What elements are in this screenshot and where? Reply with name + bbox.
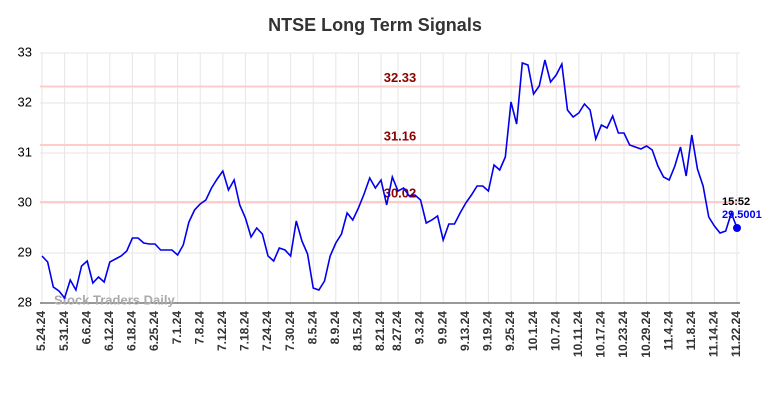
x-tick-label: 6.18.24 bbox=[125, 311, 139, 351]
signal-label: 31.16 bbox=[384, 128, 417, 143]
x-tick-label: 8.21.24 bbox=[373, 311, 387, 351]
x-tick-label: 10.7.24 bbox=[548, 311, 562, 351]
y-tick-label: 29 bbox=[18, 244, 32, 259]
last-point bbox=[733, 223, 741, 232]
x-tick-label: 7.24.24 bbox=[260, 311, 274, 351]
signal-label: 32.33 bbox=[384, 70, 417, 85]
x-tick-label: 10.29.24 bbox=[639, 311, 653, 358]
x-tick-label: 6.25.24 bbox=[147, 311, 161, 351]
x-tick-label: 6.6.24 bbox=[79, 311, 93, 345]
x-tick-label: 8.15.24 bbox=[351, 311, 365, 351]
chart-title: NTSE Long Term Signals bbox=[268, 15, 482, 35]
x-tick-label: 7.12.24 bbox=[215, 311, 229, 351]
x-tick-label: 7.8.24 bbox=[192, 311, 206, 345]
x-tick-label: 8.9.24 bbox=[328, 311, 342, 345]
x-tick-label: 9.13.24 bbox=[458, 311, 472, 351]
y-tick-label: 31 bbox=[18, 144, 32, 159]
x-tick-label: 11.8.24 bbox=[684, 311, 698, 351]
x-tick-label: 10.1.24 bbox=[526, 311, 540, 351]
x-tick-label: 10.17.24 bbox=[594, 311, 608, 358]
x-tick-label: 5.24.24 bbox=[34, 311, 48, 351]
x-tick-label: 8.27.24 bbox=[390, 311, 404, 351]
y-tick-label: 33 bbox=[18, 44, 32, 59]
signal-label: 30.02 bbox=[384, 185, 417, 200]
x-tick-label: 11.4.24 bbox=[661, 311, 675, 351]
x-tick-label: 5.31.24 bbox=[57, 311, 71, 351]
x-tick-label: 7.30.24 bbox=[283, 311, 297, 351]
watermark: Stock Traders Daily bbox=[54, 292, 175, 307]
x-tick-label: 9.3.24 bbox=[413, 311, 427, 345]
y-tick-label: 32 bbox=[18, 94, 32, 109]
price-line bbox=[41, 59, 738, 300]
x-tick-label: 10.23.24 bbox=[616, 311, 630, 358]
x-tick-label: 11.14.24 bbox=[707, 311, 721, 357]
x-tick-label: 11.22.24 bbox=[729, 311, 743, 357]
x-tick-label: 7.1.24 bbox=[170, 311, 184, 345]
x-tick-label: 10.11.24 bbox=[571, 311, 585, 357]
x-tick-label: 9.9.24 bbox=[435, 311, 449, 345]
x-tick-label: 9.25.24 bbox=[503, 311, 517, 351]
last-time: 15:52 bbox=[722, 196, 750, 208]
x-tick-label: 9.19.24 bbox=[481, 311, 495, 351]
x-tick-label: 8.5.24 bbox=[305, 311, 319, 345]
x-tick-label: 7.18.24 bbox=[238, 311, 252, 351]
y-tick-label: 28 bbox=[18, 294, 32, 309]
y-tick-label: 30 bbox=[18, 194, 32, 209]
x-tick-label: 6.12.24 bbox=[102, 311, 116, 351]
last-value: 29.5001 bbox=[722, 209, 762, 221]
